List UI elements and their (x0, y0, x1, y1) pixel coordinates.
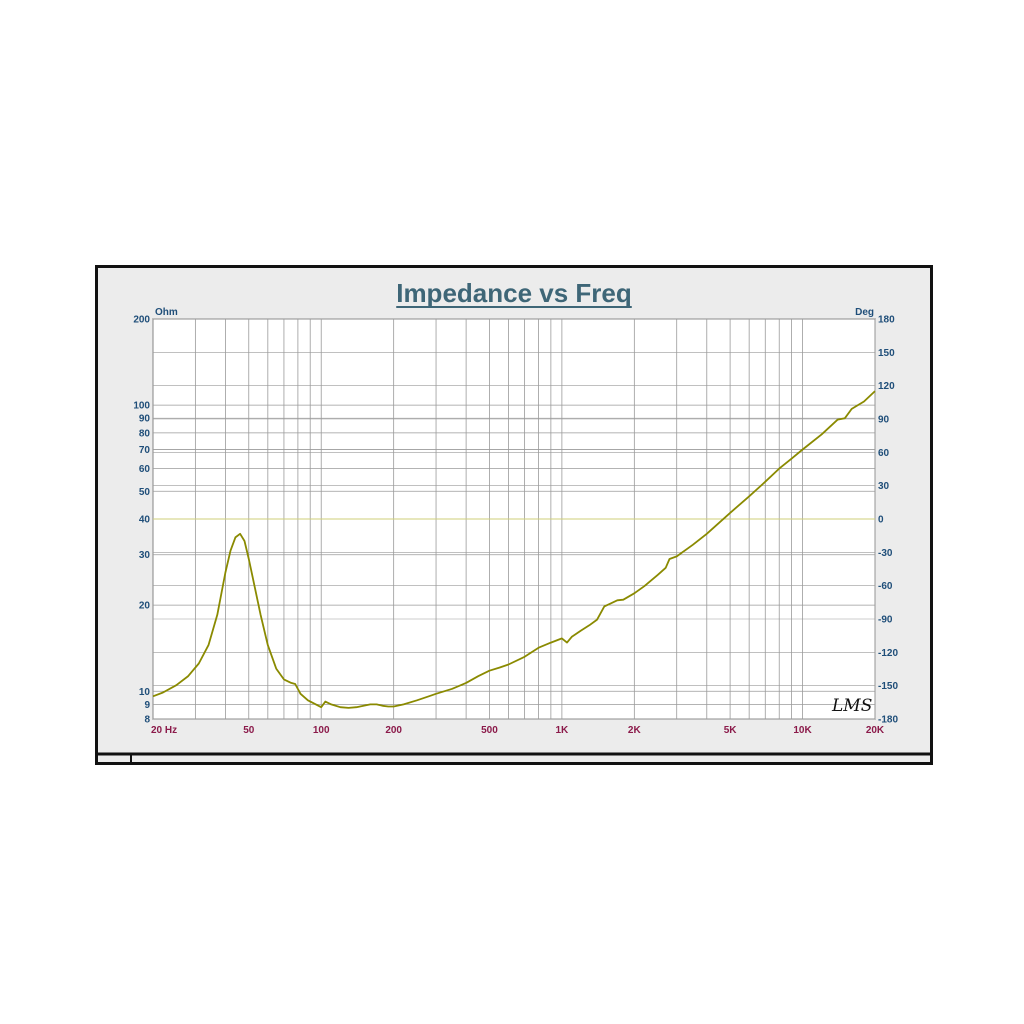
y2-tick-label: -90 (878, 615, 893, 626)
x-tick-label: 50 (243, 725, 255, 736)
y2-tick-label: 60 (878, 448, 890, 459)
y2-tick-label: 180 (878, 315, 895, 326)
y-tick-label: 60 (139, 464, 151, 475)
y-tick-label: 8 (144, 715, 150, 726)
x-tick-label: 20 Hz (151, 725, 177, 736)
chart-svg: 200 100 90 80 70 60 50 40 30 20 10 9 8 180 150 120 90 60… (95, 265, 933, 765)
y2-tick-label: 90 (878, 415, 890, 426)
y-tick-label: 20 (139, 601, 151, 612)
x-tick-label: 2K (628, 725, 642, 736)
y2-tick-label: -120 (878, 648, 898, 659)
y-tick-labels: 200 100 90 80 70 60 50 40 30 20 10 9 8 (133, 315, 150, 726)
y2-tick-label: -30 (878, 548, 893, 559)
x-tick-label: 200 (385, 725, 402, 736)
y-tick-label: 30 (139, 550, 151, 561)
x-tick-label: 1K (555, 725, 569, 736)
y2-tick-labels: 180 150 120 90 60 30 0 -30 -60 -90 -120 -150 -180 (878, 315, 898, 726)
y2-tick-label: 150 (878, 348, 895, 359)
chart-title: Impedance vs Freq (396, 278, 632, 308)
y2-axis-unit: Deg (855, 307, 874, 318)
x-tick-label: 100 (313, 725, 330, 736)
x-tick-label: 5K (724, 725, 738, 736)
y-tick-label: 90 (139, 414, 151, 425)
y-tick-label: 200 (133, 315, 150, 326)
y2-tick-label: 0 (878, 515, 884, 526)
lms-watermark: LMS (831, 696, 872, 716)
impedance-curve (152, 390, 876, 709)
y-tick-label: 80 (139, 428, 151, 439)
x-tick-label: 10K (793, 725, 812, 736)
y-tick-label: 50 (139, 487, 151, 498)
series-line (152, 390, 876, 709)
y-tick-label: 10 (139, 687, 151, 698)
y-axis-unit: Ohm (155, 307, 178, 318)
y2-tick-label: 120 (878, 381, 895, 392)
x-tick-labels: 20 Hz 50 100 200 500 1K 2K 5K 10K 20K (151, 725, 885, 736)
x-tick-label: 20K (866, 725, 885, 736)
y-tick-label: 40 (139, 515, 151, 526)
y-tick-label: 70 (139, 445, 151, 456)
y2-tick-label: -150 (878, 681, 898, 692)
lms-logo-text: LMS (831, 696, 872, 716)
y-tick-label: 100 (133, 401, 150, 412)
y-tick-label: 9 (144, 700, 150, 711)
y2-tick-label: -180 (878, 715, 898, 726)
chart-frame: 200 100 90 80 70 60 50 40 30 20 10 9 8 180 150 120 90 60… (95, 265, 933, 765)
x-tick-label: 500 (481, 725, 498, 736)
y2-tick-label: 30 (878, 481, 890, 492)
y2-tick-label: -60 (878, 581, 893, 592)
